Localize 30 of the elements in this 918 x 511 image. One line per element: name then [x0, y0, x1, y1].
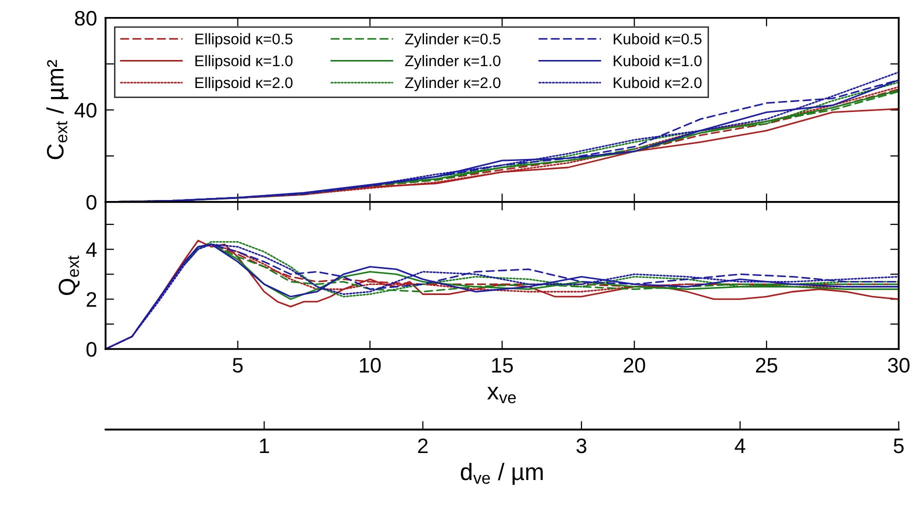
x-tick-label: 15: [492, 358, 513, 373]
legend-label: Zylinder κ=2.0: [405, 76, 500, 92]
legend-label: Kuboid κ=0.5: [614, 33, 702, 44]
y-tick-label: 80: [74, 10, 96, 26]
x2-tick-label: 4: [734, 438, 746, 453]
y-tick-label: 0: [86, 194, 96, 210]
y-axis-title: C$_{ext}$ / µm²: [46, 60, 68, 160]
legend-label: Zylinder κ=1.0: [405, 55, 500, 70]
y-tick-label: 4: [86, 242, 97, 257]
legend-label: Kuboid κ=2.0: [614, 76, 702, 88]
legend-label: Ellipsoid κ=1.0: [195, 55, 293, 70]
legend-label: Zylinder κ=0.5: [405, 33, 500, 48]
x-axis-title: x$_{ve}$: [487, 386, 516, 404]
y-tick-label: 2: [86, 292, 96, 307]
x-tick-label: 20: [624, 358, 646, 373]
y-tick-label: 40: [74, 102, 96, 118]
y-tick-label: 0: [86, 342, 96, 357]
x2-tick-label: 2: [418, 438, 428, 453]
y-axis-title: Q$_{ext}$: [58, 256, 80, 296]
x-tick-label: 10: [360, 358, 381, 373]
x2-axis-title: d$_{ve}$ / µm: [460, 462, 543, 485]
legend-label: Ellipsoid κ=2.0: [195, 76, 293, 92]
x-tick-label: 5: [232, 358, 243, 373]
x-tick-label: 25: [756, 358, 778, 373]
x-tick-label: 30: [888, 358, 910, 373]
x2-tick-label: 3: [576, 438, 586, 454]
x2-tick-label: 5: [894, 438, 904, 454]
legend-label: Kuboid κ=1.0: [614, 55, 702, 66]
x2-tick-label: 1: [260, 438, 269, 453]
legend-label: Ellipsoid κ=0.5: [195, 33, 292, 48]
